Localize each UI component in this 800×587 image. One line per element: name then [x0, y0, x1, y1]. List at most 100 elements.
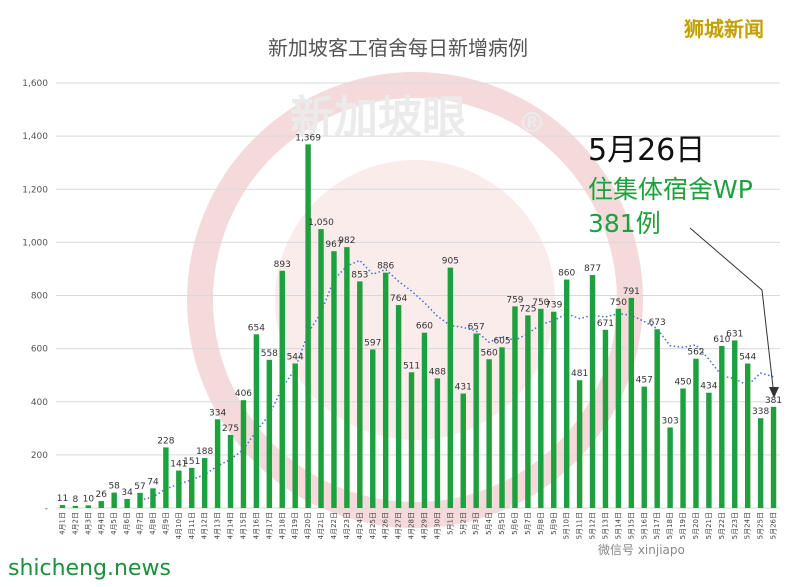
y-tick-label: - [45, 504, 48, 514]
data-label: 558 [261, 349, 278, 359]
data-label: 631 [726, 329, 743, 339]
data-label: 141 [170, 460, 187, 470]
bar-layer [59, 144, 777, 508]
data-label: 58 [108, 482, 120, 492]
data-label: 188 [196, 447, 213, 457]
y-tick-label: 1,000 [22, 238, 48, 248]
x-tick-label: 4月26日 [382, 512, 390, 539]
data-label: 1,050 [308, 218, 334, 228]
y-tick-label: 800 [31, 292, 48, 302]
annotation-date: 5月26日 [588, 133, 705, 168]
bar [176, 470, 182, 508]
bar [408, 372, 415, 508]
x-tick-label: 4月7日 [136, 512, 144, 535]
annotation-arrow [689, 227, 775, 397]
watermark-registered: ® [518, 106, 546, 139]
data-label: 759 [506, 295, 523, 305]
x-tick-label: 4月30日 [433, 512, 441, 539]
data-label: 8 [73, 495, 79, 505]
bar [512, 306, 518, 508]
data-label: 982 [338, 236, 355, 246]
annotation-line2: 381例 [588, 209, 661, 238]
bar [473, 333, 479, 508]
bar [706, 392, 712, 508]
x-tick-label: 5月17日 [653, 512, 661, 539]
data-label: 34 [121, 488, 133, 498]
x-tick-label: 4月19日 [291, 512, 299, 539]
x-tick-label: 5月14日 [614, 512, 622, 539]
data-label: 671 [597, 319, 614, 329]
data-label: 560 [481, 348, 498, 358]
x-tick-label: 5月18日 [666, 512, 674, 539]
data-label: 660 [416, 322, 433, 332]
bar [163, 447, 169, 508]
bar [214, 419, 221, 508]
bar [615, 308, 622, 508]
x-tick-label: 5月16日 [640, 512, 648, 539]
data-label: 511 [403, 361, 420, 371]
bar [538, 308, 544, 508]
data-label: 967 [325, 240, 342, 250]
x-tick-label: 5月7日 [524, 512, 532, 535]
bar [305, 144, 311, 508]
bar [240, 400, 247, 508]
y-tick-label: 1,600 [22, 79, 48, 89]
x-tick-label: 5月20日 [692, 512, 700, 539]
bar [85, 505, 92, 508]
x-tick-label: 4月16日 [252, 512, 260, 539]
bar [434, 378, 441, 508]
bar [382, 272, 389, 508]
x-tick-label: 5月5日 [498, 512, 506, 535]
x-tick-label: 4月5日 [110, 512, 118, 535]
data-label: 11 [57, 494, 68, 504]
data-label: 673 [649, 318, 666, 328]
y-tick-label: 1,200 [22, 185, 48, 195]
x-tick-label: 5月23日 [731, 512, 739, 539]
bar [499, 347, 505, 508]
bar [266, 359, 273, 508]
x-tick-label: 4月20日 [304, 512, 312, 539]
x-tick-label: 4月15日 [239, 512, 247, 539]
bar [421, 332, 428, 508]
data-label: 610 [713, 335, 730, 345]
x-tick-label: 4月10日 [175, 512, 183, 539]
data-label: 562 [687, 348, 704, 358]
data-label: 434 [700, 382, 717, 392]
bar [201, 458, 208, 508]
x-tick-label: 4月21日 [317, 512, 325, 539]
x-tick-label: 4月6日 [123, 512, 131, 535]
bar [150, 488, 156, 508]
bar [460, 393, 466, 508]
bar [667, 427, 673, 508]
data-label: 750 [610, 298, 627, 308]
x-tick-label: 5月12日 [589, 512, 597, 539]
x-tick-label: 4月28日 [408, 512, 416, 539]
x-tick-label: 4月25日 [369, 512, 377, 539]
bar [525, 315, 531, 508]
bar [357, 281, 363, 508]
data-label: 481 [571, 369, 588, 379]
brand-tag: 狮城新闻 [684, 17, 764, 41]
site-label: shicheng.news [8, 556, 171, 581]
watermark-text: 新加坡眼 [290, 92, 466, 143]
data-label: 544 [739, 353, 756, 363]
bar [292, 363, 298, 508]
x-tick-label: 4月27日 [395, 512, 403, 539]
x-tick-label: 4月29日 [420, 512, 428, 539]
bar [732, 340, 738, 508]
x-tick-label: 5月6日 [511, 512, 519, 535]
x-tick-label: 5月8日 [537, 512, 545, 535]
bar [563, 279, 570, 508]
chart-title: 新加坡客工宿舍每日新增病例 [268, 36, 528, 60]
data-label: 860 [558, 269, 575, 279]
y-tick-label: 600 [31, 345, 48, 355]
x-tick-label: 4月11日 [188, 512, 196, 539]
x-tick-label: 5月10日 [563, 512, 571, 539]
bar [641, 386, 647, 508]
x-tick-label: 5月9日 [550, 512, 558, 535]
data-label: 657 [468, 322, 485, 332]
x-tick-label: 4月14日 [227, 512, 235, 539]
data-label: 275 [222, 424, 239, 434]
x-tick-label: 5月1日 [446, 512, 454, 535]
